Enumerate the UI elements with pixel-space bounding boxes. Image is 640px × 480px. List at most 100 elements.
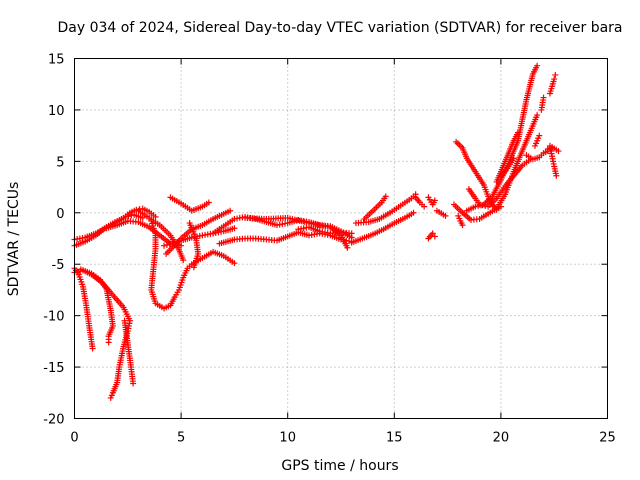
data-point [149, 220, 156, 227]
data-point [180, 257, 187, 264]
data-point [510, 155, 517, 162]
data-point [151, 295, 158, 302]
data-point [192, 233, 199, 240]
series-arc-26 [450, 112, 541, 223]
data-point [482, 202, 489, 209]
data-point [547, 88, 554, 95]
data-point [502, 191, 509, 198]
data-point [177, 281, 184, 288]
x-tick-label: 5 [177, 431, 185, 446]
data-point [107, 394, 114, 401]
data-point [531, 118, 538, 125]
series-arc-21 [412, 194, 428, 210]
chart-title: Day 034 of 2024, Sidereal Day-to-day VTE… [57, 20, 622, 36]
data-point [536, 132, 543, 139]
data-point [148, 218, 155, 225]
series-arc-23 [425, 230, 438, 242]
data-point [148, 289, 155, 296]
y-tick-label: 0 [56, 207, 64, 222]
data-point [534, 112, 541, 119]
series-arc-28 [465, 156, 534, 210]
data-point [163, 242, 170, 249]
data-point [149, 222, 156, 229]
data-point [130, 380, 137, 387]
data-point [481, 184, 488, 191]
data-point [176, 284, 183, 291]
data-point [348, 230, 355, 237]
series-arc-32 [532, 132, 543, 149]
data-point [442, 212, 449, 219]
data-point [78, 278, 85, 285]
data-point [150, 293, 157, 300]
data-marks [71, 62, 562, 401]
data-point [227, 207, 234, 214]
series-arc-18 [348, 209, 417, 246]
data-point [166, 241, 173, 248]
data-point [480, 182, 487, 189]
y-tick-label: 15 [48, 53, 65, 68]
y-tick-label: -15 [43, 361, 64, 376]
x-tick-label: 25 [599, 431, 616, 446]
data-point [186, 220, 193, 227]
data-point [540, 94, 547, 101]
y-tick-label: 10 [48, 104, 65, 119]
data-point [410, 209, 417, 216]
data-point [459, 222, 466, 229]
data-point [193, 255, 200, 262]
data-point [205, 199, 212, 206]
data-point [555, 148, 562, 155]
data-point [532, 142, 539, 149]
data-point [503, 189, 510, 196]
data-point [191, 231, 198, 238]
data-point [191, 262, 198, 269]
data-point [549, 80, 556, 87]
series-arc-13 [186, 220, 202, 271]
data-point [151, 227, 158, 234]
series-arc-33 [538, 94, 547, 113]
data-point [532, 116, 539, 123]
data-point [472, 203, 479, 210]
y-tick-label: -20 [43, 413, 64, 428]
x-tick-label: 20 [493, 431, 510, 446]
data-point [527, 127, 534, 134]
series-arc-34 [546, 71, 559, 97]
series-arc-12 [167, 194, 212, 214]
data-point [74, 268, 81, 275]
data-point [152, 213, 159, 220]
data-point [476, 201, 483, 208]
data-point [535, 135, 542, 142]
data-point [121, 341, 128, 348]
data-point [382, 193, 389, 200]
data-point [479, 202, 486, 209]
x-axis-label: GPS time / hours [281, 458, 398, 474]
data-point [482, 186, 489, 193]
grid [74, 58, 608, 419]
data-point [548, 85, 555, 92]
data-point [530, 120, 537, 127]
data-point [161, 242, 168, 249]
data-point [231, 260, 238, 267]
data-point [455, 212, 462, 219]
data-point [429, 230, 436, 237]
x-tick-label: 15 [386, 431, 403, 446]
data-point [551, 76, 558, 83]
data-point [178, 279, 185, 286]
data-point [189, 226, 196, 233]
series-arc-24 [433, 207, 449, 219]
series-arc-8 [135, 207, 187, 264]
data-point [483, 188, 490, 195]
data-point [195, 250, 202, 257]
data-point [148, 286, 155, 293]
data-point [175, 286, 182, 293]
data-point [190, 264, 197, 271]
data-point [421, 203, 428, 210]
y-axis-label: SDTVAR / TECUs [6, 182, 22, 297]
data-point [552, 71, 559, 78]
tick-labels: 0 5 10 15 20 25 -20 -15 -10 -5 0 5 10 15 [43, 53, 616, 446]
data-point [533, 140, 540, 147]
data-point [431, 233, 438, 240]
data-point [179, 277, 186, 284]
data-point [344, 244, 351, 251]
data-point [534, 137, 541, 144]
